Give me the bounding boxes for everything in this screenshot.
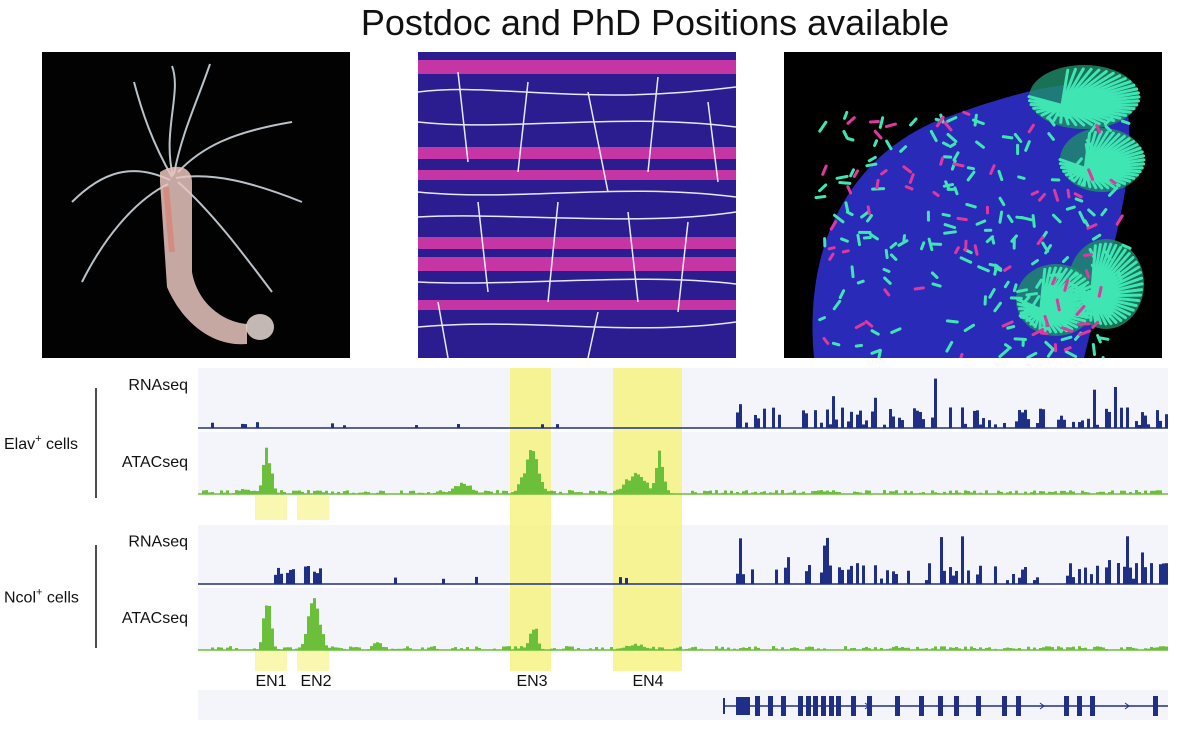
gene-model	[723, 696, 1168, 716]
highlight-en1-ncol	[255, 650, 287, 671]
highlight-en4	[613, 368, 682, 671]
enhancer-label-en1: EN1	[255, 673, 286, 690]
group-label: Ncol+ cells	[4, 587, 79, 607]
enhancer-label-en3: EN3	[516, 673, 547, 690]
track-label: ATACseq	[122, 610, 188, 627]
ncol-rna-track	[198, 536, 1168, 585]
nematocyte-tentacle-photo	[784, 52, 1162, 358]
page-title: Postdoc and PhD Positions available	[360, 2, 950, 43]
highlight-en2-elav	[297, 496, 329, 520]
highlight-en2-ncol	[297, 650, 329, 671]
highlight-en1-elav	[255, 496, 287, 520]
neuron-network-photo	[418, 52, 736, 358]
enhancer-label-en4: EN4	[632, 673, 663, 690]
enhancer-label-en2: EN2	[300, 673, 331, 690]
track-label: RNAseq	[128, 377, 188, 394]
hydra-photo	[42, 52, 350, 358]
group-label: Elav+ cells	[4, 433, 78, 453]
track-label: RNAseq	[128, 534, 188, 551]
highlight-en3	[510, 368, 551, 671]
elav-rna-track	[198, 378, 1168, 429]
elav-atac-track	[198, 447, 1168, 495]
track-label: ATACseq	[122, 454, 188, 471]
ncol-atac-track	[198, 598, 1168, 651]
